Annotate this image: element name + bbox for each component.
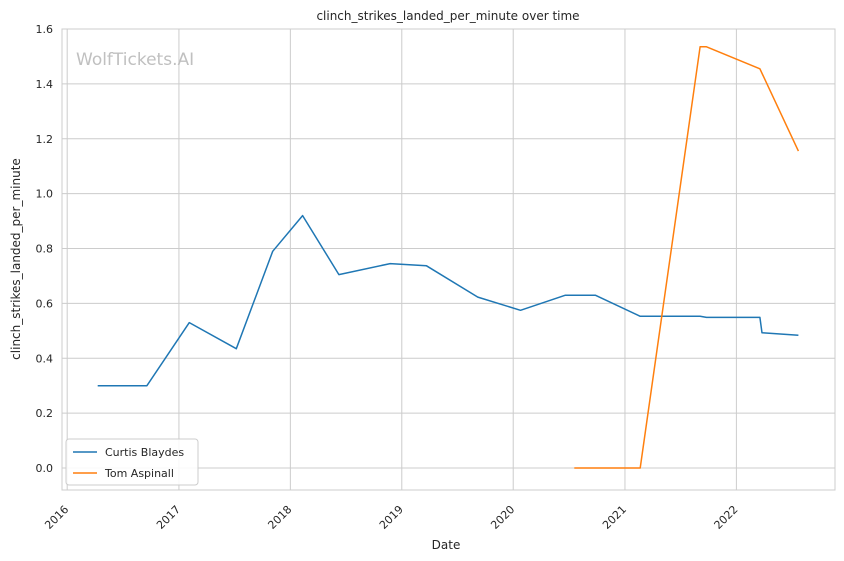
watermark: WolfTickets.AI xyxy=(76,50,194,70)
y-tick-label: 0.8 xyxy=(36,243,54,256)
y-tick-label: 0.6 xyxy=(36,297,54,310)
legend-label-curtis-blaydes: Curtis Blaydes xyxy=(105,446,184,459)
legend-label-tom-aspinall: Tom Aspinall xyxy=(104,467,174,480)
series-line-tom-aspinall xyxy=(574,46,800,469)
y-tick-labels: 0.0 0.2 0.4 0.6 0.8 1.0 1.2 1.4 1.6 xyxy=(36,23,54,475)
legend-box xyxy=(65,438,199,486)
y-tick-label: 1.4 xyxy=(36,78,54,91)
y-tick-label: 0.2 xyxy=(36,407,54,420)
y-tick-label: 1.2 xyxy=(36,133,54,146)
y-tick-label: 1.6 xyxy=(36,23,54,36)
legend: Curtis Blaydes Tom Aspinall xyxy=(65,438,199,486)
y-tick-label: 1.0 xyxy=(36,188,54,201)
chart-title: clinch_strikes_landed_per_minute over ti… xyxy=(316,9,579,23)
plot-frame xyxy=(61,28,836,491)
x-axis-title: Date xyxy=(432,538,461,552)
series-line-curtis-blaydes xyxy=(97,214,799,387)
y-tick-label: 0.4 xyxy=(36,352,54,365)
series-layer xyxy=(97,46,800,469)
y-axis-title: clinch_strikes_landed_per_minute xyxy=(9,158,23,360)
y-tick-label: 0.0 xyxy=(36,462,54,475)
